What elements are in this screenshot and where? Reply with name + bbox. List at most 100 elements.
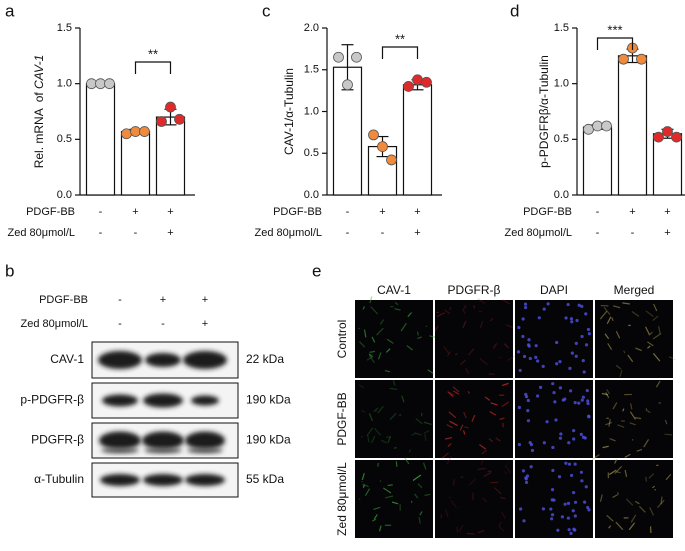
blot-band [99, 432, 141, 450]
nucleus [568, 463, 571, 466]
blot-band [101, 448, 139, 454]
data-point [672, 132, 682, 142]
nucleus [519, 507, 522, 510]
cell-fiber [362, 436, 363, 437]
nucleus [551, 446, 554, 449]
column-header: DAPI [540, 283, 568, 297]
blot-band [185, 474, 225, 486]
y-axis-label-text: CAV-1/α-Tubulin [282, 68, 296, 155]
treatment-label: PDGF-BB [26, 206, 75, 218]
significance-bracket [383, 47, 418, 59]
nucleus [538, 316, 541, 319]
bar [654, 134, 682, 195]
treatment-sign: - [134, 227, 138, 239]
nucleus [570, 474, 573, 477]
y-tick-label: 2.0 [304, 22, 319, 34]
data-point [378, 142, 388, 152]
nucleus [522, 519, 525, 522]
nucleus [567, 441, 570, 444]
nucleus [569, 532, 572, 535]
y-tick-label: 1.5 [57, 22, 72, 34]
significance-label: *** [607, 22, 622, 37]
y-axis-label: CAV-1/α-Tubulin [282, 68, 296, 155]
nucleus [558, 475, 561, 478]
nucleus [543, 307, 546, 310]
nucleus [587, 328, 590, 331]
treatment-sign: - [99, 206, 103, 218]
treatment-sign: - [99, 227, 103, 239]
panel-label: e [312, 261, 321, 280]
treatment-sign: + [132, 206, 138, 218]
nucleus [536, 394, 539, 397]
nucleus [586, 389, 589, 392]
blot-band [144, 448, 182, 454]
y-axis-label: Rel. mRNA of CAV-1 [32, 55, 46, 169]
treatment-sign: + [664, 206, 670, 218]
significance-label: ** [395, 31, 405, 46]
nucleus [530, 465, 533, 468]
data-point [334, 52, 344, 62]
treatment-sign: - [631, 227, 635, 239]
nucleus [524, 303, 527, 306]
treatment-sign: + [167, 227, 173, 239]
nucleus [572, 429, 575, 432]
bar [122, 132, 150, 195]
micrograph [355, 460, 433, 538]
y-tick-label: 0.0 [554, 189, 569, 201]
cell-fiber [632, 440, 633, 441]
nucleus [559, 432, 562, 435]
bar [87, 84, 115, 195]
nucleus [563, 397, 566, 400]
nucleus [552, 498, 555, 501]
nucleus [539, 386, 542, 389]
data-point [422, 77, 432, 87]
blot-size: 55 kDa [246, 472, 284, 486]
blot-size: 22 kDa [246, 352, 284, 366]
blot-band [183, 351, 227, 369]
nucleus [529, 357, 532, 360]
nucleus [542, 507, 545, 510]
nucleus [574, 501, 577, 504]
nucleus [518, 443, 521, 446]
nucleus [582, 359, 585, 362]
cell-fiber [506, 464, 507, 465]
nucleus [585, 485, 588, 488]
cell-fiber [388, 485, 393, 486]
y-tick-label: 0.0 [57, 189, 72, 201]
nucleus [522, 317, 525, 320]
y-tick-label: 1.5 [554, 22, 569, 34]
nucleus [587, 508, 590, 511]
blot-band [191, 396, 219, 406]
blot-label: PDGFR-β [31, 433, 84, 447]
data-point [387, 155, 397, 165]
data-point [619, 54, 629, 64]
nucleus [527, 399, 530, 402]
data-point [87, 79, 97, 89]
bar [619, 56, 647, 195]
panel-label: a [5, 1, 15, 20]
nucleus [558, 360, 561, 363]
nucleus [568, 528, 571, 531]
nucleus [580, 471, 583, 474]
nucleus [581, 399, 584, 402]
nucleus [517, 350, 520, 353]
panel-label: c [262, 1, 271, 20]
blot-band [187, 448, 223, 454]
nucleus [587, 415, 590, 418]
data-point [637, 54, 647, 64]
cell-fiber [359, 328, 360, 329]
nucleus [549, 507, 552, 510]
cell-fiber [378, 463, 379, 467]
treatment-sign: - [346, 227, 350, 239]
nucleus [572, 528, 575, 531]
nucleus [572, 491, 575, 494]
bar [584, 127, 612, 195]
significance-label: ** [148, 46, 158, 61]
cell-fiber [467, 533, 475, 534]
data-point [157, 117, 167, 127]
nucleus [564, 316, 567, 319]
y-tick-label: 0.5 [554, 133, 569, 145]
bar [404, 85, 432, 195]
row-header: PDGF-BB [335, 392, 349, 445]
nucleus [526, 474, 529, 477]
